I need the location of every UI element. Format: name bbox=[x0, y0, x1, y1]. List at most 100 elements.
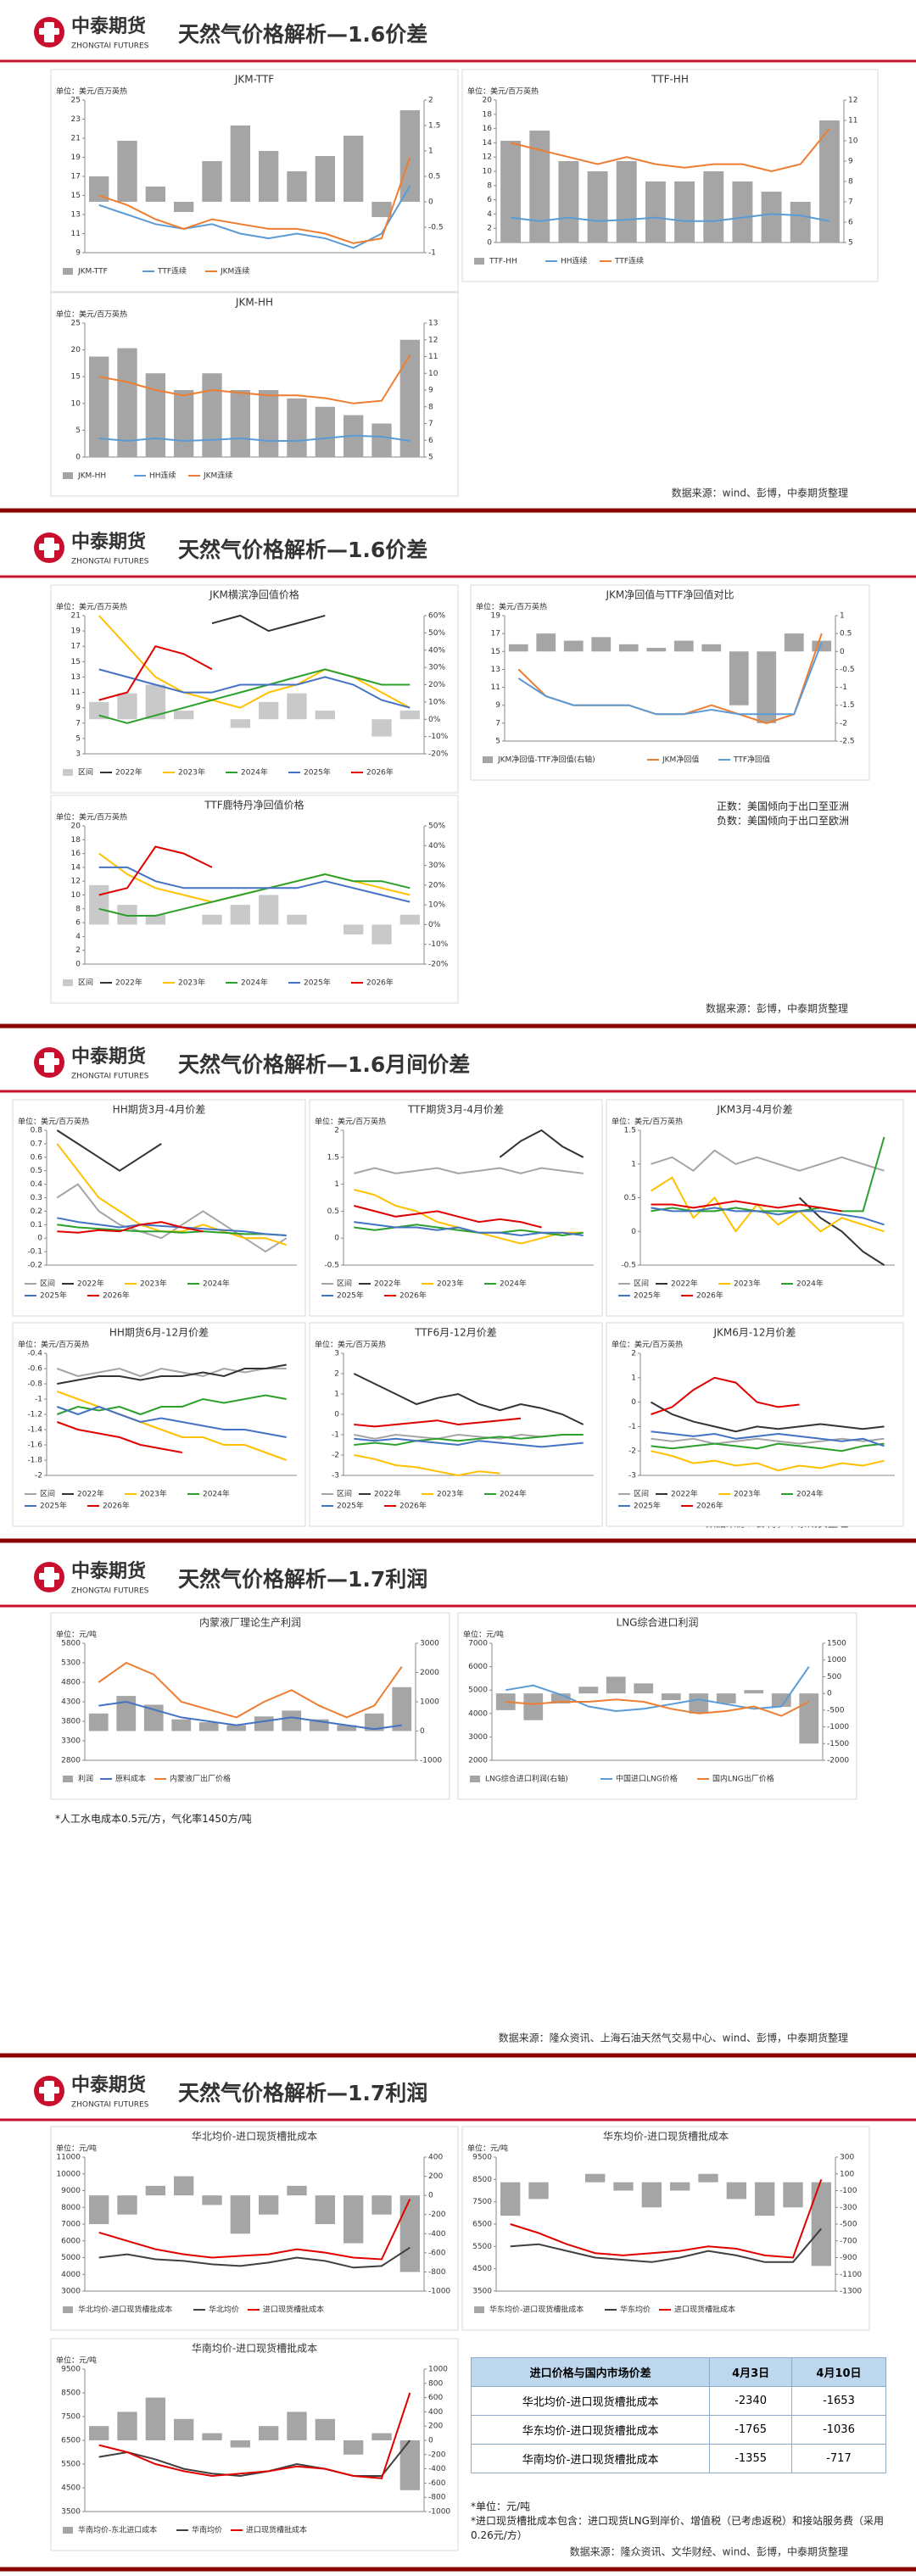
bar bbox=[117, 2195, 137, 2215]
brand-name: 中泰期货 bbox=[71, 1560, 146, 1582]
legend-label: 2022年 bbox=[671, 1279, 698, 1289]
legend-label: 进口现货槽批成本 bbox=[246, 2525, 307, 2535]
y-tick-label: -0.2 bbox=[27, 1262, 42, 1270]
line bbox=[98, 2246, 411, 2269]
bar bbox=[689, 1693, 709, 1714]
bar bbox=[523, 1693, 544, 1720]
line bbox=[98, 845, 213, 896]
y-tick-label: 5800 bbox=[61, 1640, 81, 1648]
y2-tick-label: 60% bbox=[428, 612, 445, 621]
line bbox=[651, 1376, 800, 1415]
y2-tick-label: -900 bbox=[840, 2254, 857, 2262]
y-tick-label: 5300 bbox=[61, 1659, 81, 1668]
chart-unit: 单位：美元/百万英热 bbox=[56, 86, 127, 97]
legend-label: JKM连续 bbox=[220, 266, 249, 276]
line bbox=[354, 1167, 584, 1174]
y-tick-label: 0.7 bbox=[31, 1140, 42, 1148]
legend-label: TTF连续 bbox=[157, 266, 187, 276]
legend-swatch bbox=[63, 2527, 73, 2534]
y-tick-label: 13 bbox=[491, 666, 500, 674]
bar bbox=[202, 2433, 222, 2440]
line bbox=[651, 1401, 885, 1433]
y-tick-label: 9 bbox=[75, 704, 81, 712]
y-tick-label: 6000 bbox=[468, 1663, 488, 1671]
y-tick-label: 10 bbox=[71, 399, 81, 408]
legend-label: 2026年 bbox=[103, 1501, 130, 1511]
y2-tick-label: -600 bbox=[428, 2479, 446, 2488]
bar bbox=[174, 390, 194, 457]
y2-tick-label: 1.5 bbox=[428, 122, 440, 131]
legend-label: JKM连续 bbox=[203, 471, 232, 481]
bar bbox=[145, 187, 165, 202]
line bbox=[98, 615, 411, 709]
bar bbox=[174, 202, 194, 212]
line bbox=[98, 434, 411, 443]
legend-label: 区间 bbox=[337, 1279, 352, 1289]
line bbox=[56, 1421, 182, 1453]
bar bbox=[661, 1693, 681, 1701]
bar bbox=[732, 181, 753, 243]
line bbox=[98, 2198, 411, 2261]
slide-title: 天然气价格解析—1.6价差 bbox=[178, 538, 427, 562]
y2-tick-label: -200 bbox=[428, 2451, 446, 2459]
legend-label: 华北均价 bbox=[209, 2305, 239, 2315]
logo-mark bbox=[39, 544, 59, 550]
y-tick-label: 3 bbox=[334, 1350, 339, 1358]
y2-tick-label: 6 bbox=[428, 437, 433, 445]
y-tick-label: 7000 bbox=[61, 2221, 81, 2229]
y2-tick-label: 0% bbox=[428, 921, 441, 929]
y-tick-label: 9 bbox=[75, 249, 81, 258]
y-tick-label: -3 bbox=[628, 1472, 636, 1480]
bar bbox=[344, 924, 364, 935]
logo-mark bbox=[39, 28, 59, 35]
brand-name: 中泰期货 bbox=[71, 2074, 146, 2096]
y-tick-label: 14 bbox=[483, 139, 493, 148]
y-tick-label: 13 bbox=[71, 211, 81, 220]
y-tick-label: 19 bbox=[71, 153, 81, 162]
y-tick-label: 2 bbox=[75, 946, 81, 955]
y-tick-label: 6 bbox=[487, 196, 492, 204]
source: 数据来源：隆众资讯、上海石油天然气交易中心、wind、彭博，中泰期货整理 bbox=[499, 2032, 848, 2044]
bar bbox=[703, 171, 724, 243]
bar bbox=[670, 2182, 690, 2191]
y2-tick-label: 5 bbox=[848, 239, 853, 248]
y2-tick-label: 10% bbox=[428, 901, 445, 910]
chart-title: 华北均价-进口现货槽批成本 bbox=[192, 2130, 317, 2143]
y-tick-label: 15 bbox=[71, 192, 81, 200]
legend-label: 内蒙液厂出厂价格 bbox=[170, 1774, 231, 1784]
legend-label: 2024年 bbox=[500, 1279, 527, 1289]
legend-label: LNG综合进口利润(右轴) bbox=[485, 1774, 568, 1784]
y2-tick-label: 8 bbox=[428, 403, 433, 411]
y-tick-label: 3300 bbox=[61, 1737, 81, 1746]
legend-label: 2024年 bbox=[241, 767, 268, 778]
y-tick-label: -1 bbox=[332, 1431, 339, 1440]
bar bbox=[616, 161, 637, 243]
line bbox=[98, 1700, 402, 1731]
y-tick-label: 9000 bbox=[61, 2187, 81, 2195]
logo-mark bbox=[39, 2087, 59, 2094]
bar bbox=[613, 2182, 634, 2191]
table-cell: -1653 bbox=[790, 2386, 887, 2416]
notes: *单位：元/吨 *进口现货槽批成本包含：进口现货LNG到岸价、增值税（已考虑返税）… bbox=[471, 2500, 899, 2543]
line bbox=[651, 1207, 885, 1226]
chart-unit: 单位：元/吨 bbox=[467, 2144, 508, 2154]
bar bbox=[89, 701, 109, 720]
y-tick-label: 0.5 bbox=[624, 1194, 636, 1202]
line bbox=[354, 1437, 584, 1448]
bar bbox=[500, 2182, 521, 2216]
legend-label: 2026年 bbox=[696, 1291, 723, 1301]
bar bbox=[761, 192, 782, 243]
y-tick-label: 0.2 bbox=[31, 1207, 42, 1216]
y-tick-label: 0.8 bbox=[31, 1127, 43, 1135]
bar bbox=[117, 905, 137, 925]
y-tick-label: -2 bbox=[628, 1447, 636, 1456]
legend-label: 原料成本 bbox=[115, 1774, 146, 1784]
bar bbox=[287, 2185, 307, 2196]
bar bbox=[259, 390, 279, 457]
y-tick-label: 10000 bbox=[56, 2170, 81, 2178]
chart-panel bbox=[461, 69, 879, 282]
y2-tick-label: 0 bbox=[428, 198, 433, 207]
y-tick-label: 1.5 bbox=[327, 1153, 339, 1162]
bar bbox=[618, 644, 639, 652]
bar bbox=[89, 176, 109, 202]
